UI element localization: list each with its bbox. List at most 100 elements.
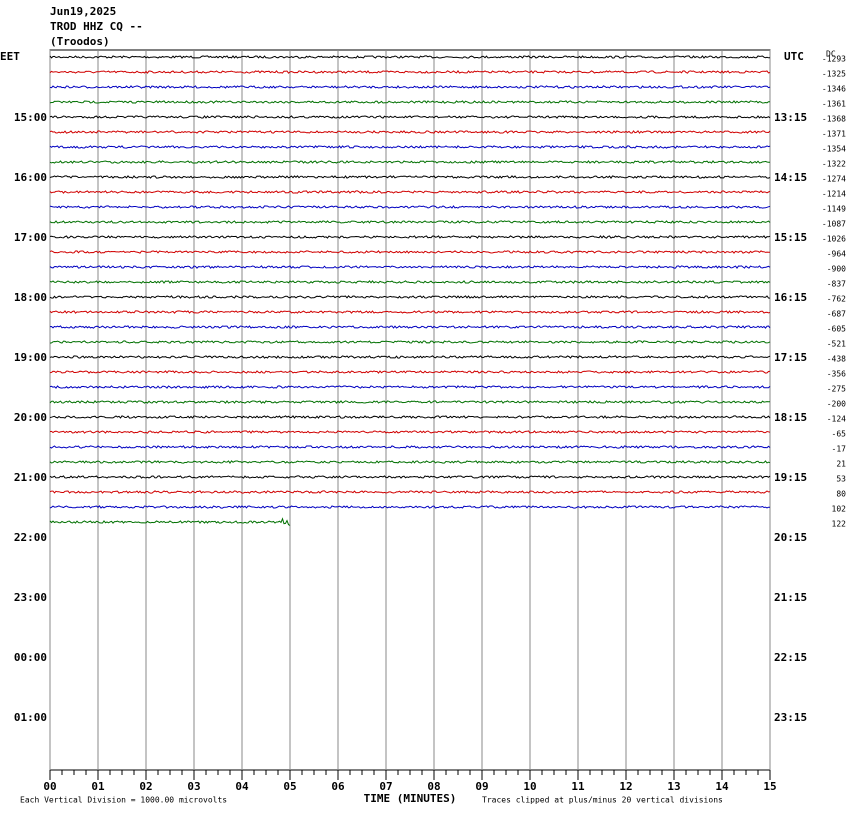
x-tick-label: 15 bbox=[763, 780, 776, 793]
x-tick-label: 01 bbox=[91, 780, 105, 793]
x-tick-label: 03 bbox=[187, 780, 200, 793]
trace bbox=[49, 325, 771, 329]
x-tick-label: 08 bbox=[427, 780, 440, 793]
left-time-label: 19:00 bbox=[14, 351, 47, 364]
x-tick-label: 07 bbox=[379, 780, 392, 793]
right-time-label: 23:15 bbox=[774, 711, 807, 724]
dc-value: -1325 bbox=[822, 70, 846, 79]
left-time-label: 16:00 bbox=[14, 171, 47, 184]
right-time-label: 16:15 bbox=[774, 291, 807, 304]
right-time-label: 15:15 bbox=[774, 231, 807, 244]
x-tick-label: 05 bbox=[283, 780, 296, 793]
left-time-label: 21:00 bbox=[14, 471, 47, 484]
trace bbox=[49, 220, 771, 224]
dc-value: 80 bbox=[836, 490, 846, 499]
station: TROD HHZ CQ -- bbox=[50, 20, 143, 33]
trace bbox=[49, 70, 771, 74]
left-time-label: 00:00 bbox=[14, 651, 47, 664]
trace bbox=[49, 115, 771, 119]
trace bbox=[49, 250, 770, 254]
dc-value: -1322 bbox=[822, 160, 846, 169]
x-tick-label: 10 bbox=[523, 780, 536, 793]
dc-value: -1293 bbox=[822, 55, 846, 64]
dc-value: -356 bbox=[827, 370, 846, 379]
trace bbox=[49, 460, 771, 464]
dc-value: -687 bbox=[827, 310, 846, 319]
dc-value: -1026 bbox=[822, 235, 846, 244]
trace bbox=[49, 490, 771, 494]
left-time-label: 18:00 bbox=[14, 291, 47, 304]
trace bbox=[49, 400, 771, 404]
trace bbox=[49, 340, 771, 344]
dc-value: 53 bbox=[836, 475, 846, 484]
trace bbox=[49, 295, 771, 299]
dc-value: -837 bbox=[827, 280, 846, 289]
right-time-label: 19:15 bbox=[774, 471, 807, 484]
location: (Troodos) bbox=[50, 35, 110, 48]
dc-value: -900 bbox=[827, 265, 846, 274]
left-time-label: 01:00 bbox=[14, 711, 47, 724]
x-tick-label: 12 bbox=[619, 780, 632, 793]
x-tick-label: 04 bbox=[235, 780, 249, 793]
dc-value: -1368 bbox=[822, 115, 846, 124]
trace bbox=[49, 370, 771, 374]
dc-value: -1214 bbox=[822, 190, 846, 199]
dc-value: -1361 bbox=[822, 100, 846, 109]
trace bbox=[49, 130, 771, 134]
left-time-label: 17:00 bbox=[14, 231, 47, 244]
dc-value: -438 bbox=[827, 355, 846, 364]
trace bbox=[49, 310, 771, 314]
right-time-label: 22:15 bbox=[774, 651, 807, 664]
dc-value: -200 bbox=[827, 400, 846, 409]
right-time-label: 20:15 bbox=[774, 531, 807, 544]
x-tick-label: 14 bbox=[715, 780, 729, 793]
trace bbox=[49, 355, 771, 359]
dc-value: -1087 bbox=[822, 220, 846, 229]
trace bbox=[49, 445, 771, 449]
right-time-label: 21:15 bbox=[774, 591, 807, 604]
date: Jun19,2025 bbox=[50, 5, 116, 18]
dc-value: 21 bbox=[836, 460, 846, 469]
plot-frame bbox=[49, 49, 771, 771]
x-tick-label: 11 bbox=[571, 780, 585, 793]
trace bbox=[49, 430, 771, 434]
trace bbox=[49, 175, 771, 179]
dc-value: -1149 bbox=[822, 205, 846, 214]
dc-value: -605 bbox=[827, 325, 846, 334]
dc-value: -65 bbox=[832, 430, 847, 439]
right-time-label: 18:15 bbox=[774, 411, 807, 424]
left-time-label: 20:00 bbox=[14, 411, 47, 424]
dc-value: -964 bbox=[827, 250, 846, 259]
dc-value: -521 bbox=[827, 340, 846, 349]
right-time-label: 14:15 bbox=[774, 171, 807, 184]
dc-value: -124 bbox=[827, 415, 846, 424]
x-tick-label: 00 bbox=[43, 780, 56, 793]
trace bbox=[49, 205, 771, 209]
dc-value: -1354 bbox=[822, 145, 846, 154]
trace bbox=[49, 85, 771, 89]
dc-value: -17 bbox=[832, 445, 847, 454]
dc-value: -1346 bbox=[822, 85, 846, 94]
trace bbox=[49, 160, 770, 164]
trace bbox=[49, 385, 771, 389]
right-time-label: 13:15 bbox=[774, 111, 807, 124]
dc-value: 122 bbox=[832, 520, 847, 529]
dc-value: 102 bbox=[832, 505, 847, 514]
right-time-label: 17:15 bbox=[774, 351, 807, 364]
left-time-label: 15:00 bbox=[14, 111, 47, 124]
trace bbox=[49, 517, 291, 526]
trace bbox=[49, 190, 771, 194]
dc-value: -762 bbox=[827, 295, 846, 304]
trace bbox=[49, 415, 771, 419]
trace bbox=[49, 475, 771, 479]
trace bbox=[49, 100, 770, 104]
scale-note: Each Vertical Division = 1000.00 microvo… bbox=[20, 796, 227, 805]
x-tick-label: 02 bbox=[139, 780, 152, 793]
x-tick-label: 09 bbox=[475, 780, 488, 793]
left-time-label: 22:00 bbox=[14, 531, 47, 544]
right-axis-title: UTC bbox=[784, 50, 804, 63]
trace bbox=[49, 505, 771, 509]
x-axis-title: TIME (MINUTES) bbox=[364, 792, 457, 805]
left-axis-title: EET bbox=[0, 50, 20, 63]
